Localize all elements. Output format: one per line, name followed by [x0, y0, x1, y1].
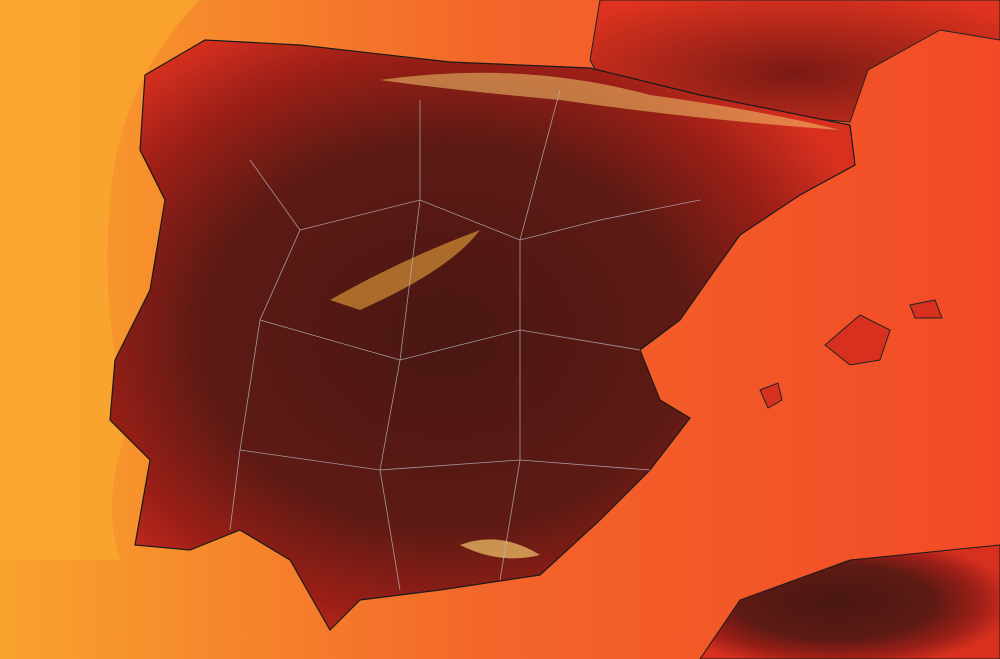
iberia	[109, 39, 856, 631]
mountain-highlight	[460, 539, 540, 559]
north-africa	[699, 544, 1000, 659]
borders	[229, 89, 701, 591]
mountain-highlight	[380, 72, 840, 130]
atlantic-warm	[0, 0, 200, 560]
menorca	[909, 299, 943, 319]
mountain-highlight	[330, 230, 480, 310]
mallorca	[824, 314, 891, 366]
ibiza	[759, 382, 783, 409]
